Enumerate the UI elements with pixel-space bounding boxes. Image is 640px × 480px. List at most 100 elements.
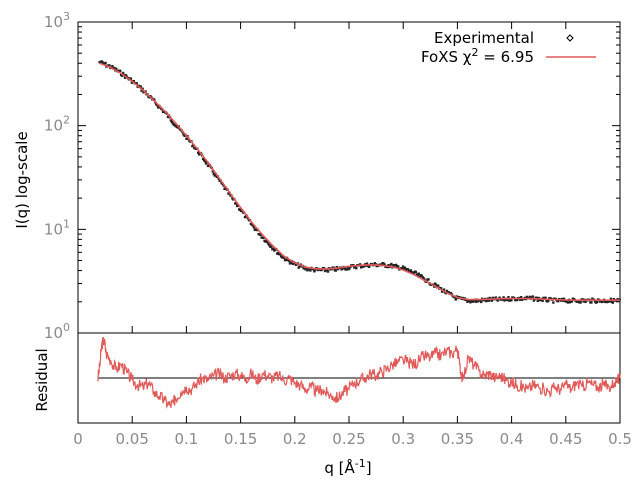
experimental-point (197, 151, 200, 154)
experimental-point (596, 300, 599, 303)
x-tick-label-3: 0.15 (224, 430, 257, 448)
experimental-point (400, 267, 404, 270)
experimental-point (103, 63, 106, 66)
experimental-point (284, 258, 288, 262)
experimental-point (418, 275, 421, 278)
experimental-point (516, 298, 519, 302)
experimental-point (278, 252, 282, 256)
experimental-point (266, 240, 269, 244)
experimental-point (579, 301, 582, 304)
experimental-point (386, 265, 389, 269)
experimental-point (466, 300, 469, 303)
q-x-axis-label-tail: ] (366, 459, 372, 477)
legend-label-foxs: FoXS χ2 = 6.95 (421, 46, 534, 66)
experimental-point (490, 299, 494, 302)
experimental-point (475, 300, 478, 304)
legend-label-foxs-sup: 2 (471, 46, 478, 59)
experimental-point (304, 268, 307, 271)
experimental-point (435, 284, 438, 287)
experimental-point (498, 296, 501, 299)
experimental-point (437, 284, 440, 287)
experimental-point (123, 76, 127, 79)
experimental-point (309, 269, 312, 272)
experimental-point (302, 267, 305, 270)
experimental-point (362, 265, 366, 268)
experimental-point (237, 204, 240, 207)
experimental-point (201, 157, 205, 161)
experimental-point (289, 261, 293, 264)
experimental-point (427, 278, 430, 281)
experimental-point (439, 287, 443, 290)
experimental-point (478, 299, 482, 302)
experimental-point (267, 242, 270, 246)
experimental-point (537, 296, 540, 300)
experimental-point (104, 61, 107, 65)
experimental-point (140, 89, 143, 92)
y-tick-label-exp-2: 2 (63, 114, 70, 127)
experimental-point (335, 265, 338, 269)
experimental-point (387, 264, 390, 267)
experimental-point (503, 299, 506, 302)
experimental-point (367, 265, 371, 268)
experimental-point (287, 259, 291, 262)
experimental-point (389, 264, 392, 267)
experimental-point (325, 269, 329, 272)
y-tick-label-exp-0: 0 (63, 321, 70, 334)
y-tick-label-exp-3: 3 (63, 10, 70, 23)
experimental-point (501, 298, 504, 301)
y-tick-label-0: 100 (44, 321, 70, 342)
legend-point-symbol (566, 34, 574, 42)
experimental-point (115, 67, 118, 71)
experimental-point (487, 299, 491, 302)
experimental-point (541, 299, 544, 303)
experimental-point (525, 295, 529, 299)
x-tick-label-9: 0.45 (549, 430, 582, 448)
experimental-point (528, 295, 532, 299)
x-tick-label-7: 0.35 (441, 430, 474, 448)
experimental-point (416, 273, 419, 277)
x-tick-label-6: 0.3 (391, 430, 415, 448)
x-tick-label-8: 0.4 (500, 430, 524, 448)
experimental-point (135, 82, 138, 85)
experimental-point (213, 174, 217, 177)
legend: Experimental FoXS χ2 = 6.95 (421, 29, 596, 66)
foxs-fit-line (99, 62, 620, 301)
experimental-point (479, 300, 483, 304)
experimental-point (262, 236, 265, 240)
experimental-point (560, 297, 564, 301)
experimental-point (518, 298, 522, 301)
experimental-point (141, 87, 144, 90)
experimental-point (212, 172, 216, 176)
experimental-point (485, 299, 489, 302)
experimental-point (609, 297, 613, 301)
experimental-point (355, 266, 358, 270)
experimental-point (582, 300, 585, 303)
residual-y-axis-label: Residual (33, 348, 51, 411)
experimental-point (502, 296, 505, 299)
experimental-point (243, 215, 247, 219)
experimental-point (314, 268, 317, 272)
y-tick-label-1: 101 (44, 217, 70, 238)
q-x-axis-label-sup: -1 (355, 457, 366, 470)
experimental-point (298, 264, 301, 268)
residual-line (97, 336, 621, 409)
experimental-point (453, 296, 456, 299)
experimental-point (570, 300, 574, 303)
x-tick-label-5: 0.25 (332, 430, 365, 448)
experimental-point (358, 263, 362, 266)
experimental-point (272, 247, 275, 250)
experimental-point (470, 300, 473, 303)
experimental-point (170, 120, 174, 124)
experimental-point (454, 298, 457, 301)
experimental-point (584, 300, 587, 304)
y-tick-label-base-1: 10 (44, 220, 63, 238)
experimental-point (223, 187, 226, 191)
q-x-ticks: 0 0.05 0.1 0.15 0.2 0.25 0.3 0.35 0.4 0.45 0.5 (73, 22, 632, 448)
experimental-point (204, 162, 208, 165)
experimental-point (265, 239, 268, 242)
x-tick-label-4: 0.2 (283, 430, 307, 448)
experimental-point (365, 262, 369, 265)
experimental-point (403, 266, 407, 269)
